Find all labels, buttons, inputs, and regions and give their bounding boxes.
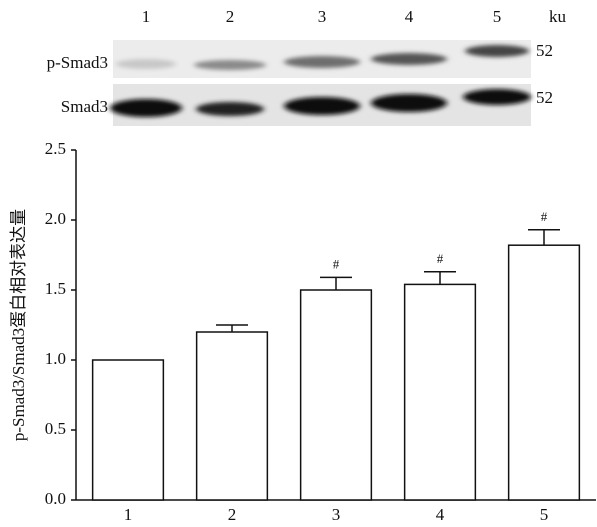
annotation: # bbox=[541, 209, 548, 224]
blot-row-label: p-Smad3 bbox=[47, 53, 108, 72]
chart: ku p-Smad3 Smad3 52 52 p-Smad3/Smad3蛋白相对… bbox=[0, 0, 597, 527]
bar bbox=[93, 360, 164, 500]
y-tick-label: 1.0 bbox=[45, 349, 66, 368]
x-tick-label: 3 bbox=[332, 505, 341, 524]
y-tick-label: 2.0 bbox=[45, 209, 66, 228]
y-tick-label: 0.0 bbox=[45, 489, 66, 508]
bar bbox=[405, 284, 476, 500]
bar bbox=[509, 245, 580, 500]
blot-unit: ku bbox=[549, 7, 567, 26]
y-axis-title: p-Smad3/Smad3蛋白相对表达量 bbox=[9, 209, 28, 441]
blot-lane-label: 2 bbox=[226, 7, 235, 26]
bar bbox=[197, 332, 268, 500]
blot-lane-label: 3 bbox=[318, 7, 327, 26]
blot-lane-label: 4 bbox=[405, 7, 414, 26]
blot-lane-label: 5 bbox=[493, 7, 502, 26]
annotation: # bbox=[437, 251, 444, 266]
y-tick-label: 2.5 bbox=[45, 139, 66, 158]
blot-size: 52 bbox=[536, 41, 553, 60]
x-tick-label: 5 bbox=[540, 505, 549, 524]
bar bbox=[301, 290, 372, 500]
blot-row-label: Smad3 bbox=[61, 97, 108, 116]
y-tick-label: 0.5 bbox=[45, 419, 66, 438]
blot-size: 52 bbox=[536, 88, 553, 107]
page: ku p-Smad3 Smad3 52 52 p-Smad3/Smad3蛋白相对… bbox=[0, 0, 597, 527]
annotation: # bbox=[333, 256, 340, 271]
x-tick-label: 4 bbox=[436, 505, 445, 524]
x-tick-label: 2 bbox=[228, 505, 237, 524]
y-tick-label: 1.5 bbox=[45, 279, 66, 298]
blot-lane-label: 1 bbox=[142, 7, 151, 26]
x-tick-label: 1 bbox=[124, 505, 133, 524]
